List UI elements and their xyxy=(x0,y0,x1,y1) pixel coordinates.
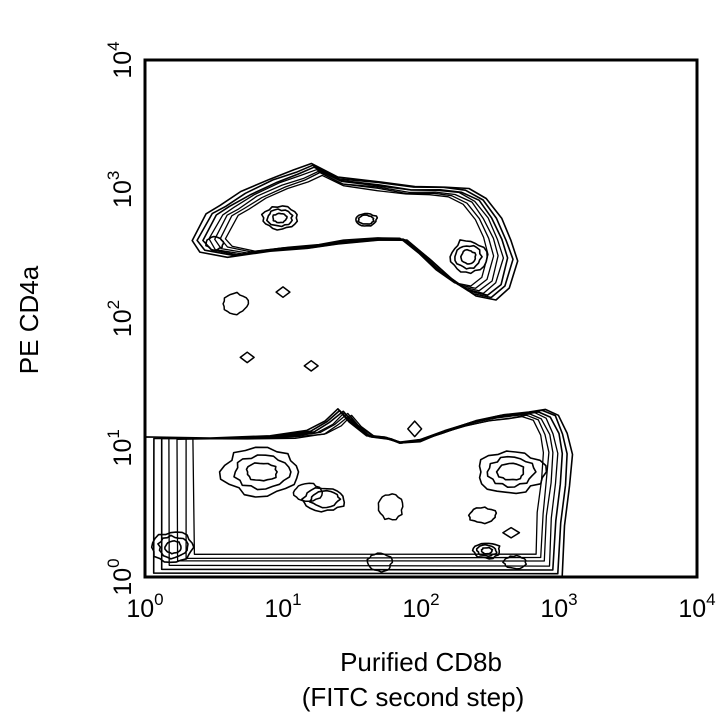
y-tick-label: 100 xyxy=(104,558,137,595)
contour-core-ring xyxy=(150,531,195,564)
y-tick-label: 103 xyxy=(104,171,137,208)
contour-island xyxy=(366,552,394,573)
y-tick-label: 104 xyxy=(104,41,137,78)
contour-core-ring xyxy=(495,462,525,481)
contour-ring xyxy=(160,410,564,571)
contour-core-ring xyxy=(454,244,483,270)
contour-core-ring xyxy=(233,454,292,491)
population-upper xyxy=(191,162,519,301)
x-tick-label: 102 xyxy=(402,590,439,623)
contour-core-ring xyxy=(471,542,501,560)
x-axis-label-line2: (FITC second step) xyxy=(302,682,525,712)
x-tick-label: 101 xyxy=(264,590,301,623)
contour-core-ring xyxy=(460,248,477,265)
contour-core-ring xyxy=(157,534,189,560)
y-axis-tick-labels: 100 101 102 103 104 xyxy=(104,41,137,595)
contour-core-ring xyxy=(245,462,278,482)
contour-core-ring xyxy=(467,506,498,525)
y-axis-label: PE CD4a xyxy=(14,265,44,374)
contour-ring xyxy=(196,164,514,299)
contour-island xyxy=(303,359,319,372)
contour-island xyxy=(222,291,250,316)
contour-core-ring xyxy=(475,543,498,558)
contour-core-ring xyxy=(308,489,342,509)
contour-island xyxy=(502,526,521,539)
plot-frame xyxy=(143,58,699,579)
x-axis-tick-labels: 100 101 102 103 104 xyxy=(126,590,715,623)
contour-core-ring xyxy=(164,540,182,555)
contour-ring xyxy=(202,166,509,296)
contour-island xyxy=(239,351,255,364)
contour-island xyxy=(377,493,404,521)
contour-ring xyxy=(191,162,519,301)
contour-lines xyxy=(145,162,574,577)
x-axis-label-line1: Purified CD8b xyxy=(340,647,502,677)
y-tick-label: 102 xyxy=(104,300,137,337)
contour-island xyxy=(275,286,291,299)
population-lower xyxy=(145,408,574,577)
contour-ring xyxy=(224,174,489,287)
contour-core-ring xyxy=(205,235,225,252)
x-tick-label: 103 xyxy=(540,590,577,623)
contour-core-ring xyxy=(486,455,537,488)
contour-ring xyxy=(219,171,495,289)
contour-core-ring xyxy=(355,212,379,227)
x-tick-label: 104 xyxy=(678,590,715,623)
contour-core-ring xyxy=(301,487,346,513)
contour-ring xyxy=(192,414,545,555)
contour-island xyxy=(407,420,423,438)
contour-core-ring xyxy=(357,214,375,225)
contour-ring xyxy=(168,411,559,567)
contour-core-ring xyxy=(266,208,294,228)
contour-core-ring xyxy=(260,205,299,231)
contour-island xyxy=(292,482,324,503)
x-tick-label: 100 xyxy=(126,590,163,623)
y-tick-label: 101 xyxy=(104,429,137,466)
contour-core-ring xyxy=(272,212,288,224)
contour-core-ring xyxy=(480,546,494,555)
contour-island xyxy=(502,554,528,570)
contour-core-ring xyxy=(478,450,548,495)
contour-core-ring xyxy=(449,239,488,275)
contour-core-ring xyxy=(218,446,300,498)
